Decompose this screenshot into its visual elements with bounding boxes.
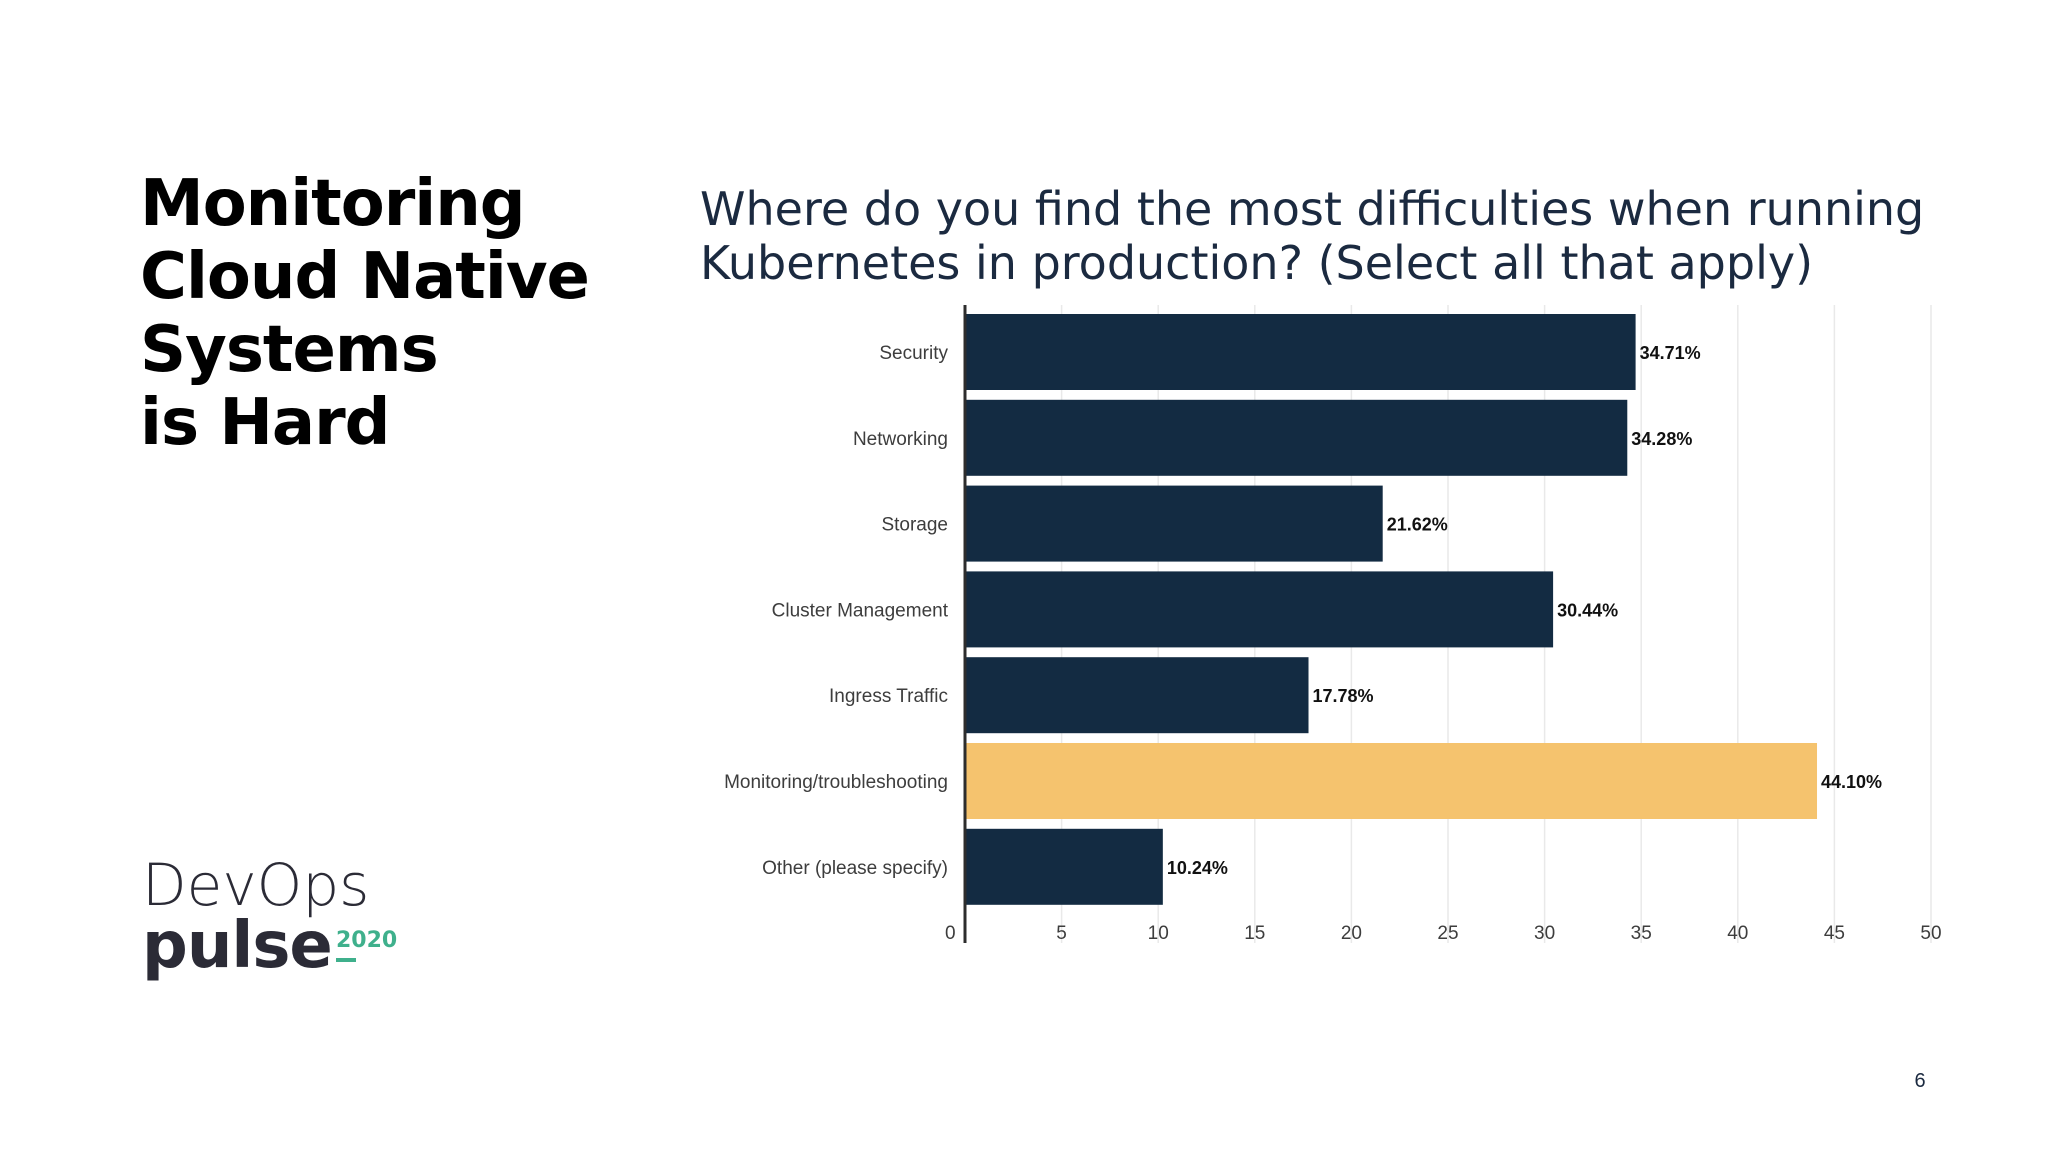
x-tick-label: 20 xyxy=(1341,923,1362,944)
logo-year-underline xyxy=(336,958,356,962)
bar xyxy=(965,485,1383,562)
x-tick-label: 5 xyxy=(1056,923,1067,944)
x-tick-label: 40 xyxy=(1727,923,1748,944)
slide-title-line-3: Systems xyxy=(140,313,439,387)
devops-pulse-logo: DevOps pulse 2020 xyxy=(142,851,402,983)
x-tick-label: 10 xyxy=(1148,923,1169,944)
bar xyxy=(965,399,1628,476)
category-label: Monitoring/troubleshooting xyxy=(724,772,948,793)
slide-title-line-1: Monitoring xyxy=(140,167,526,241)
data-label: 10.24% xyxy=(1167,858,1228,878)
data-label: 44.10% xyxy=(1821,772,1882,792)
page-number: 6 xyxy=(1914,1070,1926,1092)
bar xyxy=(965,743,1818,819)
logo-pulse-text: pulse xyxy=(142,909,333,983)
data-label: 17.78% xyxy=(1313,686,1374,706)
slide-title: Monitoring Cloud Native Systems is Hard xyxy=(140,167,590,460)
category-label: Cluster Management xyxy=(772,600,949,621)
data-label: 30.44% xyxy=(1557,600,1618,620)
bar xyxy=(965,571,1554,648)
data-label: 34.28% xyxy=(1631,429,1692,449)
logo-year: 2020 xyxy=(336,928,398,953)
category-label: Security xyxy=(879,343,948,364)
bar xyxy=(965,828,1163,905)
x-tick-label: 0 xyxy=(945,923,956,944)
x-tick-label: 35 xyxy=(1631,923,1652,944)
x-tick-label: 15 xyxy=(1244,923,1265,944)
slide-title-line-4: is Hard xyxy=(140,386,390,460)
chart-title-line-2: Kubernetes in production? (Select all th… xyxy=(700,236,1814,290)
bar xyxy=(965,314,1636,390)
category-label: Networking xyxy=(853,429,948,450)
data-label: 34.71% xyxy=(1640,343,1701,363)
x-tick-label: 45 xyxy=(1824,923,1845,944)
category-label: Storage xyxy=(881,515,948,536)
bar xyxy=(965,657,1309,734)
logo-devops-text: DevOps xyxy=(142,851,370,919)
category-label: Ingress Traffic xyxy=(829,686,948,707)
chart-title: Where do you find the most difficulties … xyxy=(700,182,2000,290)
slide-title-line-2: Cloud Native xyxy=(140,240,590,314)
x-tick-label: 30 xyxy=(1534,923,1555,944)
category-label: Other (please specify) xyxy=(762,858,948,879)
x-tick-label: 25 xyxy=(1437,923,1458,944)
data-label: 21.62% xyxy=(1387,515,1448,535)
chart-title-line-1: Where do you find the most difficulties … xyxy=(700,182,1925,236)
x-tick-label: 50 xyxy=(1920,923,1941,944)
